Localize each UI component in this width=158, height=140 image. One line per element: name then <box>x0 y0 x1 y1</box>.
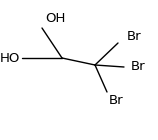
Text: HO: HO <box>0 52 20 65</box>
Text: Br: Br <box>127 31 141 44</box>
Text: Br: Br <box>131 60 145 74</box>
Text: OH: OH <box>45 11 65 24</box>
Text: Br: Br <box>109 94 123 107</box>
